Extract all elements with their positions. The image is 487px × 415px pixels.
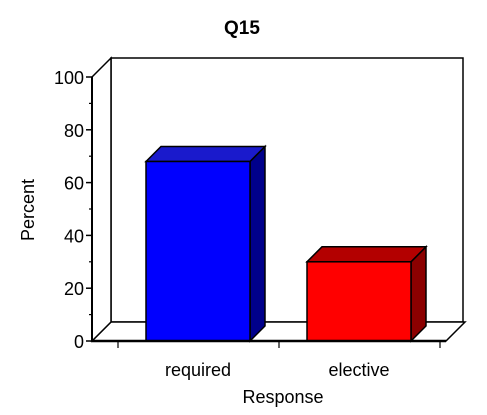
y-tick-label: 60 <box>64 174 84 194</box>
x-tick-label: elective <box>328 360 389 380</box>
bar-side-elective <box>410 244 427 343</box>
bars-layer <box>144 144 428 343</box>
y-tick-label: 0 <box>74 332 84 352</box>
y-tick-label: 100 <box>54 68 84 88</box>
y-axis: 0 20 40 60 80 100 <box>54 68 93 352</box>
bar-required <box>145 160 251 342</box>
y-tick-label: 40 <box>64 226 84 246</box>
y-tick-label: 20 <box>64 279 84 299</box>
bar-top-elective <box>305 246 428 263</box>
chart-title: Q15 <box>224 18 260 39</box>
bar-elective <box>306 261 412 342</box>
x-axis: required elective <box>92 339 446 380</box>
left-wall <box>91 56 112 343</box>
bar-top-required <box>144 145 267 163</box>
bar-side-required <box>249 144 266 343</box>
x-axis-label: Response <box>242 387 323 407</box>
y-tick-label: 80 <box>64 121 84 141</box>
x-tick-label: required <box>165 360 231 380</box>
y-axis-label: Percent <box>18 179 38 241</box>
